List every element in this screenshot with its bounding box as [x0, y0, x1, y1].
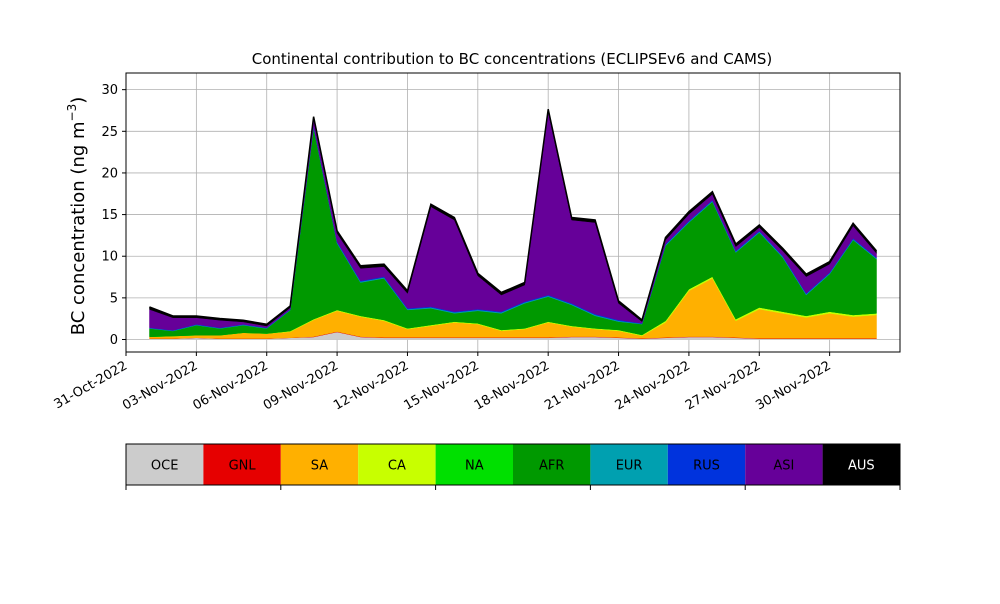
y-tick-label: 0 — [110, 333, 118, 348]
total-outline — [149, 109, 878, 326]
y-axis-label-close: ) — [68, 97, 89, 104]
y-axis-label-text: BC concentration (ng m — [68, 121, 89, 335]
y-tick-label: 30 — [101, 83, 118, 98]
legend-swatch-asi — [745, 444, 823, 485]
y-tick-label: 15 — [101, 208, 118, 223]
legend-label-afr: AFR — [539, 459, 564, 474]
legend-swatch-rus — [667, 444, 746, 485]
legend-label-aus: AUS — [848, 459, 875, 474]
legend-label-ca: CA — [388, 459, 406, 474]
y-tick-label: 25 — [101, 125, 118, 140]
y-tick-label: 20 — [101, 166, 118, 181]
y-tick-label: 5 — [110, 291, 118, 306]
legend-swatch-sa — [280, 444, 359, 485]
legend-label-rus: RUS — [693, 459, 720, 474]
stacked-areas — [149, 109, 878, 340]
legend-swatch-aus — [822, 444, 900, 485]
legend-swatch-afr — [513, 444, 591, 485]
axes-frame — [125, 72, 901, 353]
legend-swatch-na — [435, 444, 513, 485]
legend-label-gnl: GNL — [229, 459, 257, 474]
y-axis-label-exponent: −3 — [65, 104, 79, 122]
legend-label-eur: EUR — [616, 459, 643, 474]
y-axis-label: BC concentration (ng m−3) — [65, 97, 89, 336]
legend-swatch-oce — [126, 444, 204, 485]
legend-swatch-ca — [358, 444, 436, 485]
legend-swatch-gnl — [203, 444, 281, 485]
legend-label-sa: SA — [311, 459, 328, 474]
legend-label-asi: ASI — [773, 459, 794, 474]
colorbar-legend: OCE GNL SA CA NA AFR EUR RUS ASI AUS — [125, 443, 901, 490]
legend-label-oce: OCE — [151, 459, 179, 474]
legend-swatch-eur — [590, 444, 668, 485]
legend-label-na: NA — [465, 459, 484, 474]
chart-title: Continental contribution to BC concentra… — [252, 50, 773, 68]
y-tick-label: 10 — [101, 250, 118, 265]
legend-frame — [125, 443, 901, 486]
